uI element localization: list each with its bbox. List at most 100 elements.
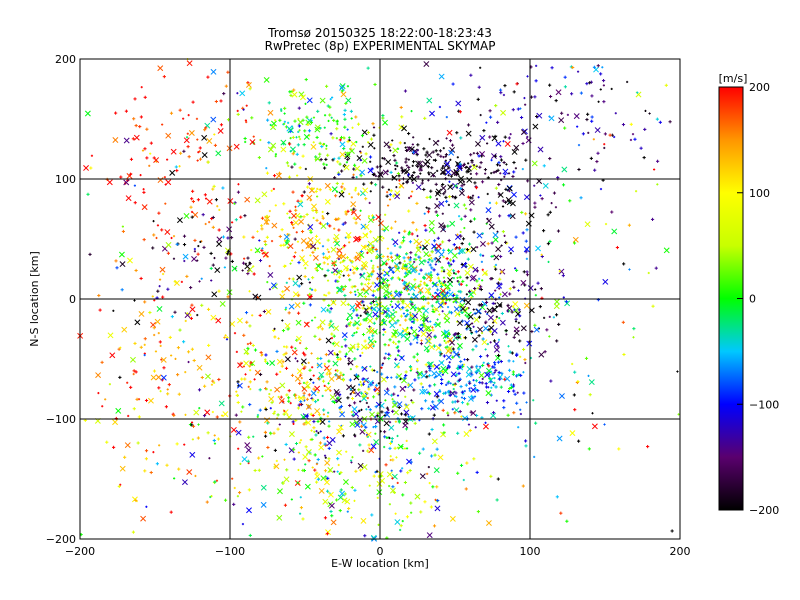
scatter-point [277,171,282,175]
scatter-point [284,356,291,363]
scatter-point [369,137,374,141]
scatter-point [459,359,463,364]
scatter-point [459,230,462,234]
scatter-point [511,149,518,155]
scatter-point [224,334,227,337]
scatter-point [396,171,401,176]
scatter-point [383,343,387,347]
scatter-point [343,244,347,248]
scatter-point [330,514,334,518]
scatter-point [337,257,341,261]
scatter-point [269,360,276,367]
scatter-point [596,151,600,155]
scatter-point [457,215,461,218]
scatter-point [499,293,502,296]
scatter-point [396,354,400,357]
scatter-point [339,371,343,375]
scatter-point [249,369,252,372]
scatter-point [317,413,322,417]
scatter-point [127,414,130,418]
scatter-point [377,288,380,291]
scatter-point [533,201,537,205]
scatter-point [205,373,211,380]
scatter-point [351,265,358,272]
scatter-point [475,140,481,147]
scatter-point [646,444,650,449]
scatter-point [442,248,446,252]
scatter-point [354,115,358,119]
scatter-point [395,185,398,189]
scatter-point [457,342,463,349]
scatter-point [410,511,413,514]
scatter-point [444,159,447,162]
scatter-point [548,335,551,338]
scatter-point [532,399,535,402]
scatter-point [120,288,124,292]
scatter-point [285,238,289,242]
scatter-point [466,402,470,406]
scatter-point [585,82,589,86]
scatter-point [325,385,332,392]
scatter-point [530,329,534,334]
scatter-point [314,408,321,414]
scatter-point [139,276,143,281]
scatter-point [411,221,415,225]
scatter-point [311,250,315,254]
scatter-point [348,403,352,408]
scatter-point [374,340,377,343]
scatter-point [310,429,313,432]
scatter-point [411,160,416,164]
scatter-point [587,131,590,134]
scatter-point [420,339,423,342]
scatter-point [325,222,330,226]
scatter-point [349,368,352,371]
scatter-point [327,359,331,363]
scatter-point [346,85,350,88]
scatter-point [302,190,306,194]
scatter-point [492,383,495,387]
scatter-point [523,246,530,253]
scatter-point [263,434,268,438]
scatter-point [155,236,158,240]
scatter-point [342,187,347,191]
scatter-point [341,260,344,263]
scatter-point [497,214,502,218]
scatter-point [513,326,520,333]
scatter-point [325,144,328,147]
scatter-point [478,372,485,379]
scatter-point [284,285,291,292]
scatter-point [507,345,510,348]
scatter-point [336,355,340,360]
scatter-point [306,185,310,189]
scatter-point [242,235,246,239]
scatter-point [409,501,413,505]
scatter-point [394,193,401,200]
scatter-point [383,445,386,449]
scatter-point [336,449,342,456]
scatter-point [356,288,359,292]
scatter-point [330,299,337,306]
scatter-point [279,293,286,300]
scatter-point [343,164,350,171]
scatter-point [330,116,333,119]
scatter-point [197,423,200,426]
scatter-point [304,445,308,449]
scatter-point [418,272,421,276]
scatter-point [504,329,508,333]
scatter-point [371,293,375,297]
scatter-point [434,190,441,197]
scatter-point [100,360,104,364]
scatter-point [590,94,594,98]
scatter-point [361,145,364,148]
scatter-point [212,438,216,443]
scatter-point [272,431,276,435]
scatter-point [298,135,301,138]
scatter-point [527,285,534,292]
scatter-point [391,305,394,309]
scatter-point [324,157,328,161]
scatter-point [631,133,635,136]
scatter-point [295,231,298,234]
scatter-point [226,226,233,233]
scatter-point [104,398,107,401]
scatter-point [251,235,255,239]
